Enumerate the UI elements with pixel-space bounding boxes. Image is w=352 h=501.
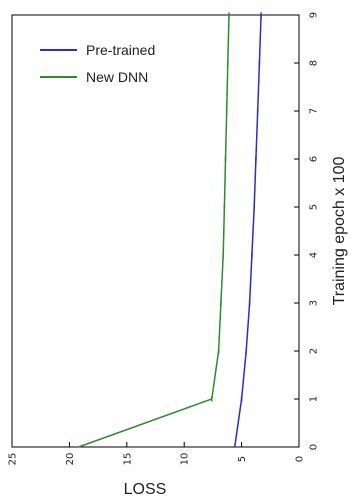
series-line-pre-trained	[233, 14, 262, 448]
ticks-group: 0 1 2 3 4 5 6 7 8 9 0 5 10 15 20 25	[8, 12, 320, 466]
y-tick-label: 5	[237, 456, 248, 462]
x-tick-label: 3	[309, 300, 320, 306]
legend-label-pre-trained: Pre-trained	[86, 42, 155, 58]
legend: Pre-trained New DNN	[40, 42, 155, 85]
plot-frame	[11, 14, 300, 448]
x-tick-label: 1	[309, 396, 320, 402]
y-tick-label: 10	[180, 453, 191, 466]
series-line-new-dnn	[78, 14, 230, 448]
x-axis-title: Training epoch x 100	[331, 156, 348, 305]
series-group	[78, 12, 262, 448]
x-tick-label: 6	[309, 156, 320, 162]
y-axis-title: LOSS	[124, 481, 167, 498]
y-tick-label: 0	[295, 456, 306, 462]
y-tick-label: 25	[8, 453, 19, 466]
y-tick-label: 20	[65, 453, 76, 466]
x-tick-label: 7	[309, 108, 320, 114]
x-tick-label: 8	[309, 60, 320, 66]
legend-label-new-dnn: New DNN	[86, 69, 148, 85]
x-tick-label: 0	[309, 444, 320, 450]
x-tick-label: 5	[309, 204, 320, 210]
x-tick-label: 9	[309, 12, 320, 18]
y-tick-label: 15	[122, 453, 133, 466]
x-tick-label: 2	[309, 348, 320, 354]
x-tick-label: 4	[309, 252, 320, 258]
